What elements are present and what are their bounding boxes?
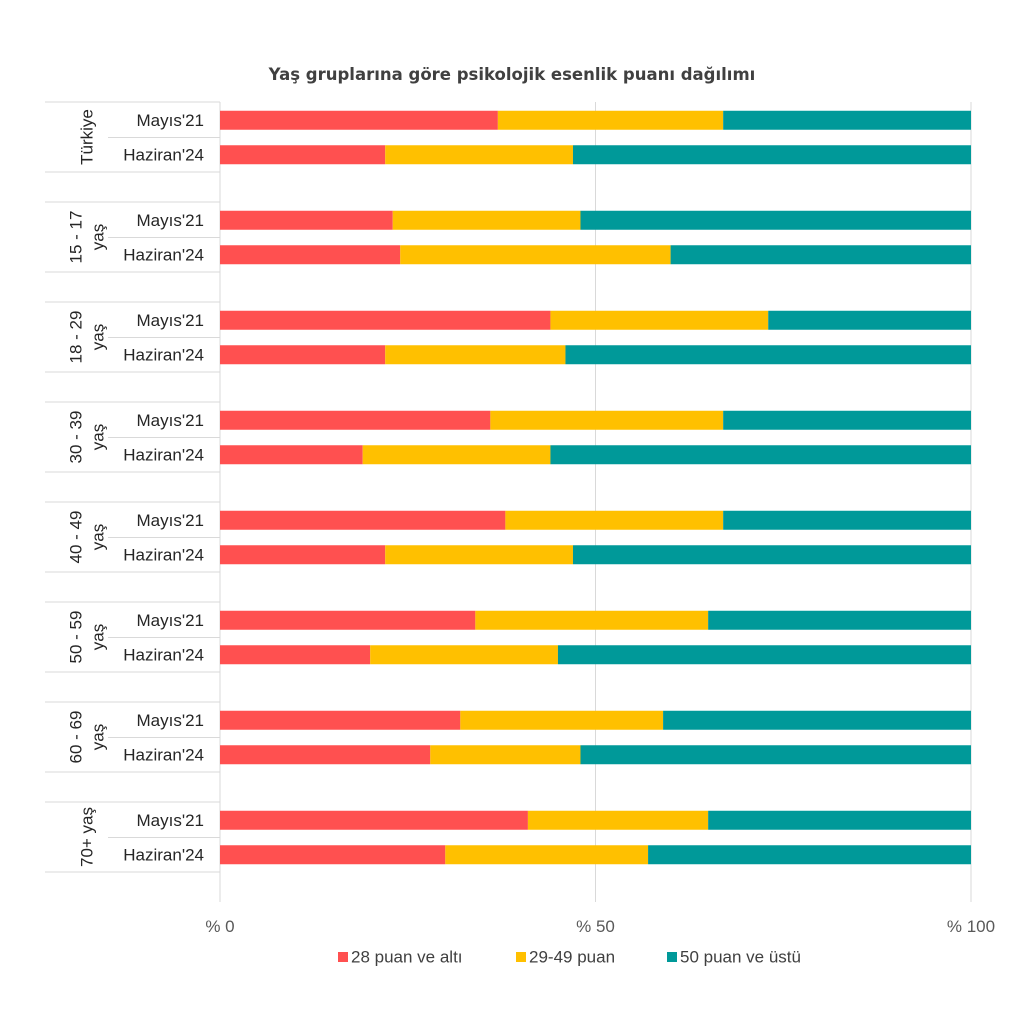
period-label: Haziran'24 [123, 845, 204, 864]
bar-segment-3 [723, 510, 971, 530]
period-label: Haziran'24 [123, 545, 204, 564]
bar-segment-3 [670, 245, 971, 265]
group-label: yaş [89, 324, 108, 350]
category-axis [45, 101, 220, 873]
bar-segment-1 [220, 845, 446, 865]
bar-segment-3 [708, 810, 971, 830]
bar-segment-2 [550, 310, 769, 330]
period-label: Haziran'24 [123, 145, 204, 164]
bar-segment-3 [723, 110, 971, 130]
group-label: yaş [89, 624, 108, 650]
bar-segment-1 [220, 110, 498, 130]
bar-segment-2 [385, 345, 566, 365]
bar-segment-1 [220, 610, 476, 630]
legend-swatch [516, 952, 526, 962]
period-label: Mayıs'21 [137, 311, 205, 330]
bar-segment-3 [565, 345, 971, 365]
legend-swatch [338, 952, 348, 962]
bar-segment-3 [708, 610, 971, 630]
bar-segment-1 [220, 410, 491, 430]
group-label: Türkiye [78, 109, 97, 165]
group-label: 60 - 69 [67, 711, 86, 764]
bar-segment-1 [220, 645, 371, 665]
bar-segment-2 [362, 445, 551, 465]
bar-segment-2 [400, 245, 671, 265]
group-label: 15 - 17 [67, 211, 86, 264]
bar-segment-2 [370, 645, 558, 665]
bar-segment-3 [768, 310, 971, 330]
bar-segment-3 [580, 745, 971, 765]
bar-segment-3 [723, 410, 971, 430]
x-tick-label: % 0 [205, 917, 234, 936]
group-label: yaş [89, 224, 108, 250]
bar-segment-3 [572, 545, 971, 565]
group-label: 70+ yaş [78, 807, 97, 867]
bar-segment-2 [497, 110, 724, 130]
legend-label: 28 puan ve altı [351, 948, 463, 967]
bar-segment-1 [220, 345, 386, 365]
bar-segment-1 [220, 810, 528, 830]
bar-segment-2 [475, 610, 709, 630]
x-axis-ticks: % 0 % 50 % 100 [205, 917, 995, 936]
bar-segment-1 [220, 445, 363, 465]
bar-segment-2 [527, 810, 709, 830]
legend-swatch [667, 952, 677, 962]
period-label: Mayıs'21 [137, 211, 205, 230]
period-label: Haziran'24 [123, 245, 204, 264]
bar-segment-1 [220, 310, 551, 330]
bar-segment-3 [648, 845, 971, 865]
period-label: Haziran'24 [123, 745, 204, 764]
group-label: yaş [89, 724, 108, 750]
bar-segment-1 [220, 710, 461, 730]
bar-segment-1 [220, 510, 506, 530]
chart-title: Yaş gruplarına göre psikolojik esenlik p… [268, 65, 756, 84]
bar-segment-3 [663, 710, 971, 730]
bar-segment-1 [220, 245, 401, 265]
group-label: 18 - 29 [67, 311, 86, 364]
period-label: Mayıs'21 [137, 711, 205, 730]
bar-segment-2 [460, 710, 664, 730]
x-tick-label: % 100 [947, 917, 995, 936]
bar-segment-1 [220, 745, 431, 765]
bar-segment-2 [392, 210, 581, 230]
legend-label: 29-49 puan [529, 948, 615, 967]
bar-segment-2 [445, 845, 649, 865]
bar-segment-2 [385, 545, 573, 565]
period-label: Mayıs'21 [137, 811, 205, 830]
group-label: 40 - 49 [67, 511, 86, 564]
bar-segment-3 [572, 145, 971, 165]
period-label: Mayıs'21 [137, 111, 205, 130]
group-label: yaş [89, 524, 108, 550]
bar-segment-2 [490, 410, 724, 430]
bar-segment-2 [385, 145, 573, 165]
bar-segment-3 [550, 445, 971, 465]
period-label: Haziran'24 [123, 345, 204, 364]
group-label: 30 - 39 [67, 411, 86, 464]
bar-segment-3 [580, 210, 971, 230]
legend-label: 50 puan ve üstü [680, 948, 801, 967]
group-label: 50 - 59 [67, 611, 86, 664]
period-label: Haziran'24 [123, 445, 204, 464]
period-label: Mayıs'21 [137, 511, 205, 530]
bar-segment-1 [220, 210, 393, 230]
bar-segment-2 [430, 745, 581, 765]
bar-segment-1 [220, 145, 386, 165]
x-tick-label: % 50 [576, 917, 615, 936]
legend: 28 puan ve altı 29-49 puan 50 puan ve üstü [338, 948, 801, 967]
period-label: Mayıs'21 [137, 611, 205, 630]
period-label: Mayıs'21 [137, 411, 205, 430]
period-label: Haziran'24 [123, 645, 204, 664]
group-label: yaş [89, 424, 108, 450]
bar-segment-3 [557, 645, 971, 665]
bar-segment-1 [220, 545, 386, 565]
bars [220, 110, 971, 865]
bar-segment-2 [505, 510, 724, 530]
